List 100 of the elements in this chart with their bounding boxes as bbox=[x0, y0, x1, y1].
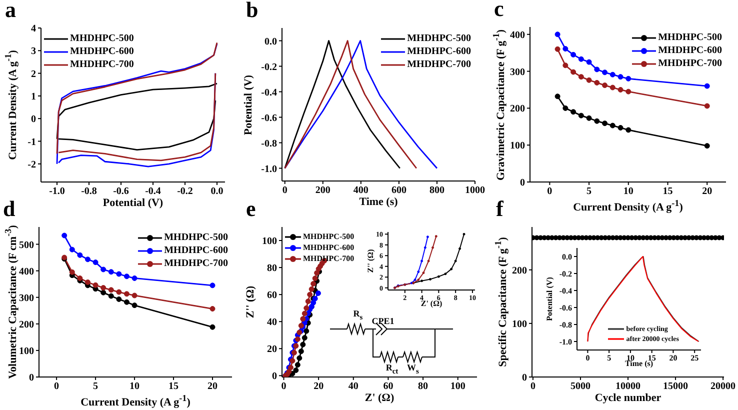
y-axis-title: Potential (V) bbox=[242, 74, 256, 135]
x-axis-title: Time (s) bbox=[624, 359, 654, 369]
legend-label: MHDHPC-500 bbox=[70, 32, 134, 45]
legend-label: MHDHPC-600 bbox=[164, 244, 228, 257]
x-tick-label: 10000 bbox=[616, 381, 640, 392]
annotation: CPE1 bbox=[372, 316, 394, 326]
legend-label: MHDHPC-500 bbox=[658, 31, 722, 44]
y-tick-label: 4 bbox=[31, 24, 36, 35]
y-tick-label: -0.8 bbox=[559, 320, 572, 330]
y-tick-label: 40 bbox=[267, 317, 277, 328]
x-tick-label: -0.8 bbox=[81, 186, 97, 198]
y-axis-title: Potential (V) bbox=[545, 277, 555, 321]
y-tick-label: 2 bbox=[31, 68, 36, 80]
y-tick-label: -0.8 bbox=[261, 138, 277, 150]
x-tick-label: -1.0 bbox=[49, 186, 65, 198]
y-tick-label: 3 bbox=[31, 46, 36, 58]
x-tick-label: 10 bbox=[623, 186, 634, 198]
y-tick-label: -1.0 bbox=[559, 337, 572, 346]
y-tick-label: 200 bbox=[512, 265, 527, 276]
x-tick-label: 100 bbox=[450, 381, 466, 392]
chart-title: d bbox=[3, 196, 16, 221]
y-tick-label: 100 bbox=[510, 140, 525, 152]
annotation: R$_{ct}$ bbox=[386, 362, 398, 376]
x-tick-label: 800 bbox=[429, 185, 444, 196]
x-tick-label: 0 bbox=[54, 381, 60, 392]
x-tick-label: 600 bbox=[391, 185, 406, 196]
y-axis-title: Z'' (Ω) bbox=[244, 286, 258, 318]
annotation: R$_{s}$ bbox=[353, 308, 363, 322]
x-tick-label: -0.6 bbox=[113, 186, 129, 198]
x-tick-label: 0 bbox=[281, 381, 286, 392]
x-tick-label: 40 bbox=[348, 381, 358, 392]
legend-label: MHDHPC-500 bbox=[164, 231, 228, 244]
y-tick-label: 20 bbox=[267, 344, 277, 356]
x-axis-title: Z' (Ω) bbox=[364, 392, 394, 405]
y-tick-label: 100 bbox=[512, 318, 527, 330]
x-tick-label: 10 bbox=[130, 381, 140, 392]
x-tick-label: 20000 bbox=[710, 381, 736, 392]
x-tick-label: -0.4 bbox=[145, 186, 161, 198]
y-tick-label: 500 bbox=[19, 240, 34, 251]
y-tick-label: 0.0 bbox=[562, 252, 572, 262]
x-tick-label: 0 bbox=[547, 186, 552, 198]
legend-label: MHDHPC-600 bbox=[303, 242, 354, 253]
x-tick-label: 20 bbox=[702, 186, 712, 198]
x-axis-title: Current Density (A g$^{-1}$) bbox=[573, 197, 683, 215]
y-tick-label: 0 bbox=[31, 114, 36, 126]
x-tick-label: 0 bbox=[530, 381, 536, 392]
y-tick-label: 0.0 bbox=[264, 36, 277, 48]
legend-label: MHDHPC-700 bbox=[658, 57, 722, 70]
chart-title: f bbox=[496, 196, 504, 221]
x-tick-label: 5000 bbox=[570, 381, 590, 392]
x-tick-label: 25 bbox=[690, 354, 699, 363]
x-tick-label: 0 bbox=[586, 354, 590, 363]
y-tick-label: 0 bbox=[520, 178, 525, 189]
x-axis-title: Cycle number bbox=[594, 392, 662, 405]
x-tick-label: 15 bbox=[662, 186, 673, 198]
y-tick-label: -1 bbox=[28, 136, 36, 148]
y-tick-label: -0.4 bbox=[261, 87, 277, 98]
y-tick-label: 0 bbox=[522, 372, 527, 384]
chart-title: a bbox=[5, 0, 16, 22]
x-tick-label: 15 bbox=[168, 381, 179, 392]
y-tick-label: 200 bbox=[510, 104, 525, 115]
y-tick-label: -0.2 bbox=[559, 269, 572, 278]
y-tick-label: 200 bbox=[19, 319, 34, 330]
legend-label: MHDHPC-600 bbox=[407, 45, 471, 58]
y-tick-label: 1 bbox=[31, 91, 36, 102]
y-tick-label: -1.0 bbox=[261, 164, 277, 175]
y-tick-label: -0.6 bbox=[261, 112, 277, 124]
legend-label: MHDHPC-700 bbox=[164, 257, 228, 270]
x-axis-title: Potential (V) bbox=[102, 197, 164, 210]
x-tick-label: 400 bbox=[353, 185, 368, 196]
x-axis-title: Z' (Ω) bbox=[420, 299, 442, 309]
annotation: W$_{s}$ bbox=[407, 362, 419, 376]
x-tick-label: 0.0 bbox=[210, 186, 224, 198]
y-tick-label: -0.2 bbox=[261, 62, 277, 73]
x-tick-label: 5 bbox=[93, 381, 98, 392]
x-tick-label: 200 bbox=[315, 185, 330, 196]
y-axis-title: Z'' (Ω) bbox=[366, 249, 376, 273]
x-tick-label: 80 bbox=[418, 381, 428, 392]
x-tick-label: 1000 bbox=[465, 185, 485, 196]
x-axis-title: Current Density (A g$^{-1}$) bbox=[80, 392, 190, 410]
legend-label: MHDHPC-700 bbox=[70, 58, 134, 71]
y-tick-label: 300 bbox=[510, 66, 525, 78]
y-tick-label: 400 bbox=[510, 30, 525, 41]
y-tick-label: 100 bbox=[262, 236, 277, 248]
y-tick-label: -0.4 bbox=[559, 286, 572, 296]
x-axis-title: Time (s) bbox=[359, 196, 398, 209]
y-tick-label: -0.6 bbox=[559, 303, 572, 312]
x-tick-label: 20 bbox=[208, 381, 218, 392]
y-tick-label: 0 bbox=[29, 372, 34, 384]
legend-label: MHDHPC-700 bbox=[303, 253, 354, 264]
x-tick-label: 20 bbox=[314, 381, 324, 392]
x-tick-label: 5 bbox=[607, 354, 612, 363]
legend-label: MHDHPC-600 bbox=[658, 44, 722, 57]
chart-title: c bbox=[494, 0, 504, 21]
x-tick-label: -0.2 bbox=[177, 186, 193, 198]
legend-label: MHDHPC-600 bbox=[70, 45, 134, 58]
y-tick-label: 300 bbox=[19, 292, 34, 304]
y-tick-label: 0 bbox=[272, 371, 277, 382]
y-tick-label: 80 bbox=[267, 263, 277, 274]
y-tick-label: -2 bbox=[28, 159, 36, 170]
